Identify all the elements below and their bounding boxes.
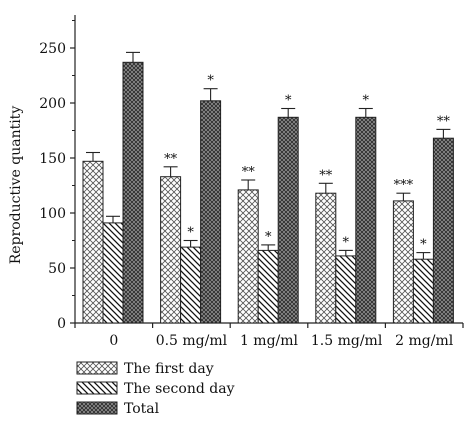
bars-group <box>82 51 454 324</box>
bar <box>200 100 222 324</box>
y-tick-label: 250 <box>39 41 66 57</box>
x-tick-label: 1.5 mg/ml <box>311 333 383 349</box>
legend: The first day The second day Total <box>76 361 235 417</box>
bar <box>355 116 377 324</box>
bar <box>102 222 124 324</box>
significance-label: * <box>363 94 370 109</box>
bar <box>160 176 182 324</box>
legend-label: The second day <box>124 381 235 397</box>
legend-label: The first day <box>124 361 214 377</box>
x-tick-label: 1 mg/ml <box>240 333 299 349</box>
x-tick-label: 2 mg/ml <box>395 333 454 349</box>
x-axis: 0 0.5 mg/ml 1 mg/ml 1.5 mg/ml 2 mg/ml <box>74 322 464 349</box>
y-tick-label: 200 <box>39 96 66 112</box>
bar <box>180 246 202 324</box>
significance-label: ** <box>164 152 178 167</box>
bar <box>82 160 104 324</box>
y-tick-label: 100 <box>39 206 66 222</box>
legend-label: Total <box>124 401 160 417</box>
significance-label: * <box>265 230 272 245</box>
y-axis-label: Reproductive quantity <box>8 106 24 265</box>
significance-label: * <box>343 235 350 250</box>
y-tick-label: 0 <box>57 316 66 332</box>
bar <box>237 189 259 324</box>
bar <box>412 258 434 324</box>
significance-label: * <box>207 74 214 89</box>
x-tick-label: 0.5 mg/ml <box>156 333 228 349</box>
bar <box>277 116 299 324</box>
legend-swatch <box>76 381 118 395</box>
y-axis: 0 50 100 150 200 250 <box>39 15 76 332</box>
significance-label: ** <box>242 165 256 180</box>
bar <box>392 200 414 324</box>
significance-label: * <box>420 238 427 253</box>
bar <box>432 137 454 324</box>
significance-label: ** <box>437 114 451 129</box>
significance-label: * <box>187 226 194 241</box>
y-tick-label: 150 <box>39 151 66 167</box>
legend-swatch <box>76 401 118 415</box>
bar <box>315 192 337 324</box>
significance-label: ** <box>319 168 333 183</box>
significance-label: * <box>285 94 292 109</box>
bar <box>122 61 144 324</box>
bar <box>335 255 357 324</box>
significance-labels: **** ****** * * *** *** <box>164 74 450 253</box>
x-tick-label: 0 <box>109 333 118 349</box>
bar <box>257 249 279 324</box>
y-tick-label: 50 <box>48 261 66 277</box>
legend-swatch <box>76 361 118 375</box>
significance-label: *** <box>394 178 414 193</box>
